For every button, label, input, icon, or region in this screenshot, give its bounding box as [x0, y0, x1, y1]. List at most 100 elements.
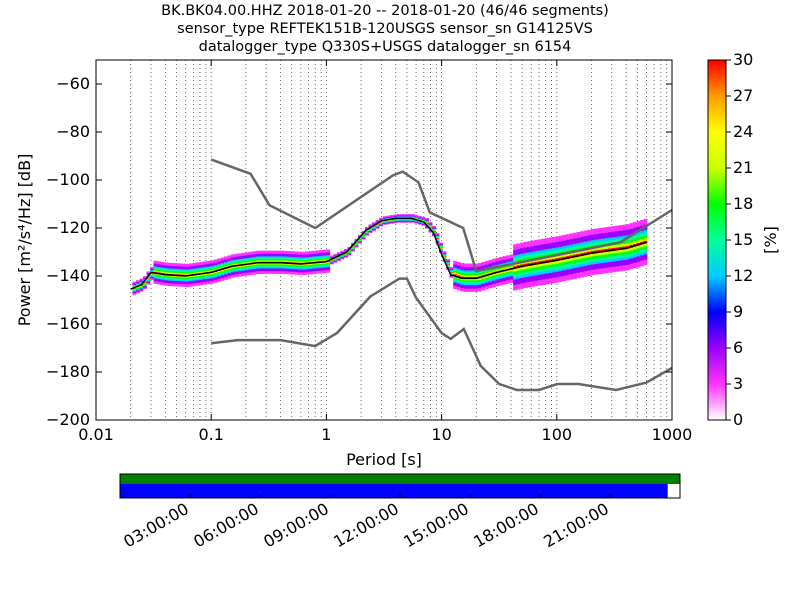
density-cell	[569, 244, 574, 248]
density-cell	[618, 262, 623, 266]
density-cell	[135, 288, 140, 290]
density-cell	[227, 259, 232, 262]
density-cell	[157, 272, 161, 274]
density-cell	[587, 251, 592, 255]
density-cell	[587, 267, 592, 271]
density-cell	[587, 259, 592, 263]
density-cell	[534, 266, 539, 270]
density-cell	[181, 270, 186, 273]
density-cell	[276, 264, 281, 266]
density-cell	[548, 261, 553, 265]
density-cell	[580, 236, 584, 240]
density-cell	[210, 267, 214, 269]
density-cell	[629, 225, 634, 229]
density-cell	[262, 260, 267, 262]
density-cell	[195, 277, 200, 279]
density-cell	[150, 267, 154, 269]
density-cell	[273, 253, 278, 255]
density-cell	[467, 288, 472, 291]
density-cell	[604, 251, 609, 255]
density-cell	[213, 264, 218, 267]
density-cell	[573, 240, 577, 244]
density-cell	[157, 268, 161, 270]
density-cell	[319, 264, 324, 267]
density-cell	[319, 258, 324, 260]
density-cell	[442, 252, 447, 254]
density-cell	[449, 273, 454, 275]
density-cell	[181, 279, 186, 282]
density-cell	[544, 251, 549, 255]
density-cell	[167, 277, 172, 280]
density-cell	[435, 239, 440, 241]
density-cell	[143, 276, 147, 278]
density-cell	[199, 274, 204, 276]
density-cell	[460, 263, 465, 265]
density-cell	[449, 271, 454, 273]
density-cell	[276, 262, 281, 265]
density-cell	[520, 274, 525, 278]
density-cell	[467, 289, 472, 292]
density-cell	[164, 278, 169, 281]
density-cell	[460, 274, 465, 277]
density-cell	[544, 257, 549, 261]
density-cell	[428, 224, 433, 226]
density-cell	[432, 228, 436, 230]
density-cell	[558, 257, 563, 261]
density-cell	[410, 214, 415, 216]
density-cell	[160, 265, 165, 268]
density-cell	[234, 253, 239, 256]
density-cell	[248, 273, 253, 276]
density-cell	[238, 274, 243, 277]
density-cell	[308, 270, 313, 272]
density-cell	[590, 234, 595, 238]
density-cell	[262, 264, 267, 266]
density-cell	[146, 277, 151, 279]
density-cell	[185, 281, 190, 284]
density-cell	[308, 265, 313, 268]
density-cell	[266, 266, 271, 269]
density-cell	[174, 267, 179, 269]
density-cell	[284, 264, 288, 267]
density-cell	[213, 266, 218, 268]
density-cell	[544, 248, 549, 252]
density-cell	[146, 278, 151, 280]
density-cell	[513, 257, 517, 261]
density-cell	[541, 252, 546, 256]
density-cell	[488, 276, 493, 279]
density-cell	[453, 287, 458, 290]
density-cell	[220, 265, 225, 268]
density-cell	[633, 254, 637, 258]
density-cell	[291, 267, 295, 270]
density-cell	[601, 249, 606, 253]
x-tick-label: 1000	[652, 425, 693, 444]
density-cell	[530, 267, 535, 271]
density-cell	[195, 278, 200, 281]
density-cell	[425, 220, 429, 222]
density-cell	[202, 264, 207, 266]
density-cell	[178, 271, 183, 274]
density-cell	[580, 266, 584, 270]
density-cell	[132, 284, 137, 286]
density-cell	[224, 273, 228, 276]
density-cell	[245, 255, 250, 257]
density-cell	[298, 258, 302, 261]
density-cell	[439, 248, 443, 250]
density-cell	[506, 261, 510, 264]
density-cell	[294, 271, 299, 274]
density-cell	[301, 269, 306, 271]
density-cell	[463, 281, 468, 284]
density-cell	[439, 242, 443, 244]
density-cell	[640, 255, 644, 259]
density-cell	[305, 271, 310, 274]
density-cell	[562, 272, 567, 276]
density-cell	[558, 273, 563, 277]
density-cell	[534, 272, 539, 276]
density-cell	[453, 265, 458, 268]
density-cell	[202, 261, 207, 264]
density-cell	[227, 276, 232, 279]
density-cell	[291, 264, 295, 267]
density-cell	[506, 273, 510, 276]
density-cell	[580, 239, 584, 243]
density-cell	[262, 258, 267, 261]
